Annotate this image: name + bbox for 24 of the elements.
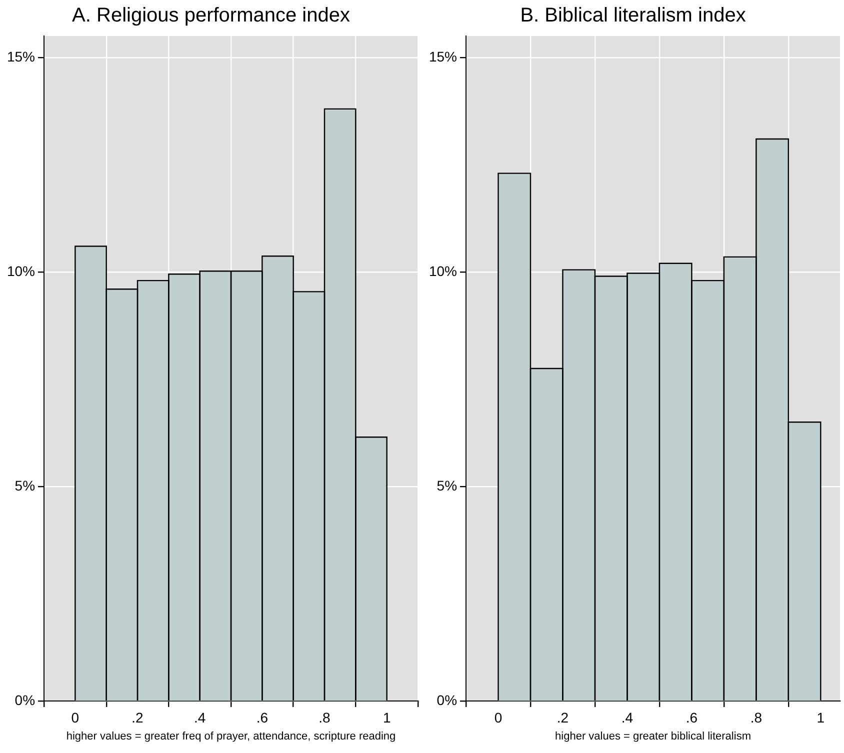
chart-title: B. Biblical literalism index xyxy=(520,4,746,27)
y-tick-label: 5% xyxy=(14,477,36,494)
x-tick-label: .8 xyxy=(750,709,762,726)
y-tick-label: 5% xyxy=(436,477,458,494)
x-tick-label: .4 xyxy=(194,709,206,726)
y-tick-label: 15% xyxy=(428,48,458,64)
x-tick-label: .6 xyxy=(686,709,698,726)
x-axis-title: higher values = greater freq of prayer, attendance, scripture reading xyxy=(66,730,396,742)
x-tick-label: 0 xyxy=(494,709,502,726)
x-tick-label: .2 xyxy=(556,709,569,726)
y-tick-label: 10% xyxy=(6,262,36,279)
x-tick-label: 1 xyxy=(382,709,391,726)
y-tick-label: 10% xyxy=(428,262,458,279)
y-tick-label: 0% xyxy=(14,692,36,708)
x-tick-label: .6 xyxy=(256,709,268,726)
x-tick-label: 1 xyxy=(816,709,825,726)
x-tick-label: .2 xyxy=(132,709,144,726)
chart-title: A. Religious performance index xyxy=(72,4,350,27)
x-axis-title: higher values = greater biblical literalism xyxy=(555,730,751,742)
x-tick-label: .8 xyxy=(318,709,331,726)
x-tick-label: .4 xyxy=(621,709,634,726)
y-tick-label: 15% xyxy=(6,48,36,64)
x-tick-label: 0 xyxy=(71,709,80,726)
y-tick-label: 0% xyxy=(436,692,458,708)
